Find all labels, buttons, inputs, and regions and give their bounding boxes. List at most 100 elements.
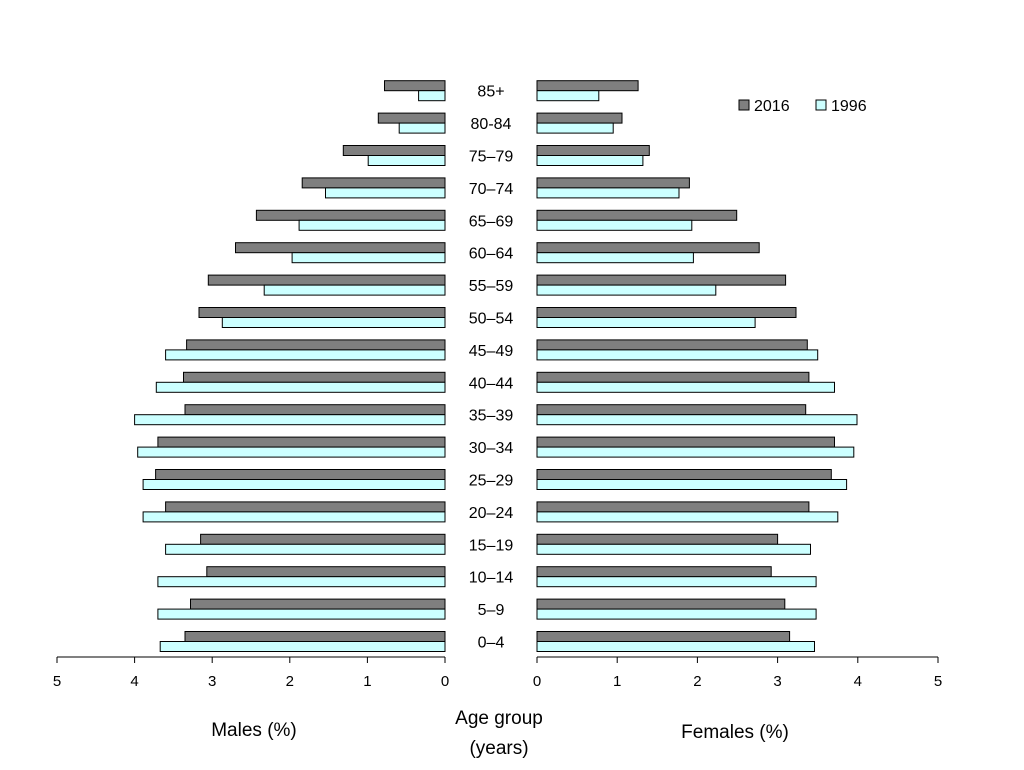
- bar-female-2016-80-84: [536, 112, 623, 124]
- bar-female-1996-85+: [536, 90, 600, 102]
- bar-male-2016-50–54: [198, 307, 446, 318]
- males-axis-title: Males (%): [211, 720, 297, 741]
- bar-female-1996-10–14: [536, 576, 817, 588]
- bar-female-2016-5–9: [536, 598, 786, 610]
- bar-female-1996-15–19: [536, 543, 811, 555]
- legend-label-2016: 2016: [754, 98, 790, 115]
- age-label-35–39: 35–39: [469, 408, 514, 425]
- bar-female-1996-50–54: [536, 317, 756, 328]
- bar-female-1996-65–69: [536, 219, 693, 231]
- bar-female-2016-85+: [536, 80, 639, 92]
- females-x-tick-label: 1: [613, 673, 621, 690]
- age-label-5–9: 5–9: [478, 602, 505, 619]
- males-x-tick-label: 4: [130, 673, 138, 690]
- bar-male-1996-45–49: [165, 349, 446, 361]
- bar-male-1996-5–9: [157, 608, 446, 620]
- bar-male-1996-15–19: [165, 543, 446, 555]
- age-label-25–29: 25–29: [469, 473, 514, 490]
- bar-male-1996-0–4: [159, 641, 446, 652]
- bar-female-2016-15–19: [536, 533, 779, 545]
- bar-female-1996-45–49: [536, 349, 819, 361]
- bar-female-2016-35–39: [536, 404, 807, 416]
- age-group-title-line1: Age group: [455, 708, 543, 729]
- females-axis-title: Females (%): [681, 722, 789, 743]
- females-x-tick-label: 3: [773, 673, 781, 690]
- bar-male-2016-70–74: [301, 177, 446, 189]
- females-x-tick-label: 4: [854, 673, 862, 690]
- bar-female-2016-40–44: [536, 371, 810, 383]
- bar-male-2016-40–44: [183, 371, 446, 383]
- bar-female-1996-80-84: [536, 122, 614, 134]
- bar-female-1996-5–9: [536, 608, 817, 620]
- bar-male-2016-85+: [384, 80, 446, 92]
- age-label-45–49: 45–49: [469, 343, 514, 360]
- bar-female-1996-75–79: [536, 155, 644, 166]
- bar-male-1996-60–64: [291, 252, 446, 264]
- age-label-20–24: 20–24: [469, 505, 514, 522]
- bar-male-2016-80-84: [377, 112, 446, 124]
- bar-male-2016-15–19: [200, 533, 446, 545]
- males-x-tick-label: 5: [53, 673, 61, 690]
- age-label-10–14: 10–14: [469, 570, 514, 587]
- bar-female-2016-0–4: [536, 631, 791, 642]
- bar-female-1996-35–39: [536, 414, 858, 426]
- bar-female-2016-20–24: [536, 501, 810, 513]
- age-group-title-line2: (years): [469, 738, 528, 759]
- bar-female-1996-70–74: [536, 187, 680, 199]
- bar-female-2016-75–79: [536, 145, 650, 156]
- bar-male-1996-35–39: [134, 414, 446, 426]
- bar-male-1996-10–14: [157, 576, 446, 588]
- bar-male-2016-45–49: [186, 339, 446, 351]
- bar-male-1996-30–34: [137, 446, 446, 458]
- bar-male-1996-20–24: [142, 511, 446, 523]
- bar-male-2016-75–79: [342, 145, 446, 156]
- legend-swatch-1996: [815, 99, 827, 111]
- females-x-tick-label: 0: [533, 673, 541, 690]
- females-x-tick-label: 2: [693, 673, 701, 690]
- bar-male-2016-0–4: [184, 631, 446, 642]
- bar-male-2016-35–39: [184, 404, 446, 416]
- females-x-tick-label: 5: [934, 673, 942, 690]
- bar-female-1996-40–44: [536, 381, 835, 393]
- bar-female-2016-50–54: [536, 307, 797, 318]
- males-x-tick-label: 0: [441, 673, 449, 690]
- bar-female-2016-45–49: [536, 339, 808, 351]
- age-label-60–64: 60–64: [469, 246, 514, 263]
- bar-male-1996-40–44: [155, 381, 446, 393]
- bar-male-2016-5–9: [190, 598, 446, 610]
- bar-male-1996-70–74: [325, 187, 446, 199]
- males-x-tick-label: 2: [286, 673, 294, 690]
- legend-swatch-2016: [738, 99, 750, 111]
- age-label-80-84: 80-84: [471, 116, 512, 133]
- bar-male-1996-75–79: [367, 155, 446, 166]
- age-label-0–4: 0–4: [478, 635, 505, 652]
- males-x-tick-label: 1: [363, 673, 371, 690]
- age-label-70–74: 70–74: [469, 181, 514, 198]
- bar-female-1996-55–59: [536, 284, 717, 296]
- age-label-15–19: 15–19: [469, 537, 514, 554]
- age-label-75–79: 75–79: [469, 149, 514, 166]
- bar-female-2016-70–74: [536, 177, 690, 189]
- bar-male-1996-25–29: [142, 479, 446, 490]
- bar-female-1996-25–29: [536, 479, 848, 490]
- bar-female-2016-10–14: [536, 566, 772, 578]
- age-label-30–34: 30–34: [469, 440, 514, 457]
- bar-male-2016-30–34: [157, 436, 446, 448]
- bar-female-1996-0–4: [536, 641, 815, 652]
- legend-label-1996: 1996: [831, 98, 867, 115]
- bar-female-2016-30–34: [536, 436, 835, 448]
- bar-male-1996-80-84: [398, 122, 446, 134]
- bar-male-2016-55–59: [207, 274, 446, 286]
- bar-male-1996-50–54: [221, 317, 446, 328]
- bar-female-1996-60–64: [536, 252, 694, 264]
- males-x-tick-label: 3: [208, 673, 216, 690]
- age-label-40–44: 40–44: [469, 375, 514, 392]
- bar-male-1996-65–69: [298, 219, 446, 231]
- bar-female-2016-25–29: [536, 469, 832, 480]
- bar-female-1996-20–24: [536, 511, 839, 523]
- age-label-65–69: 65–69: [469, 213, 514, 230]
- bar-female-2016-60–64: [536, 242, 760, 254]
- bar-male-2016-65–69: [255, 209, 446, 221]
- bar-female-1996-30–34: [536, 446, 855, 458]
